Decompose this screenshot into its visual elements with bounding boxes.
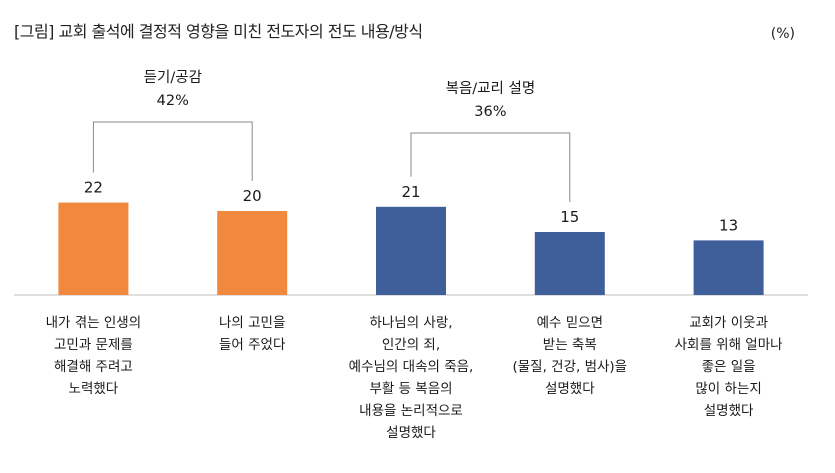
category-label: 고민과 문제를 bbox=[54, 337, 133, 353]
group-label: 듣기/공감 bbox=[144, 69, 202, 86]
category-label: 설명했다 bbox=[386, 425, 436, 441]
category-label: 나의 고민을 bbox=[219, 315, 285, 331]
group-bracket bbox=[92, 121, 253, 181]
group-label: 복음/교리 설명 bbox=[446, 80, 536, 97]
category-label: 예수 믿으면 bbox=[537, 315, 603, 331]
category-label: 들어 주었다 bbox=[219, 337, 286, 353]
category-label: 설명했다 bbox=[704, 403, 754, 419]
chart-title: [그림] 교회 출석에 결정적 영향을 미친 전도자의 전도 내용/방식 bbox=[14, 22, 423, 41]
group-bracket bbox=[410, 132, 571, 202]
category-label: 많이 하는지 bbox=[695, 381, 761, 397]
bar-value-label: 13 bbox=[719, 216, 738, 234]
category-label: 좋은 일을 bbox=[702, 359, 756, 375]
category-label: 내용을 논리적으로 bbox=[359, 403, 463, 419]
bar-value-label: 20 bbox=[243, 187, 262, 205]
bar-value-label: 21 bbox=[401, 183, 420, 201]
category-label: 내가 겪는 인생의 bbox=[46, 315, 142, 331]
bar-value-label: 22 bbox=[84, 179, 103, 197]
category-label: 노력했다 bbox=[69, 381, 119, 397]
category-label: 사회를 위해 얼마나 bbox=[675, 337, 783, 353]
bar bbox=[58, 202, 129, 295]
category-label: 교회가 이웃과 bbox=[689, 315, 768, 331]
category-label: 설명했다 bbox=[545, 381, 595, 397]
bar bbox=[693, 240, 764, 295]
category-label: 인간의 죄, bbox=[382, 337, 440, 353]
unit-label: (%) bbox=[770, 26, 795, 42]
bar bbox=[376, 206, 446, 295]
category-label: 예수님의 대속의 죽음, bbox=[349, 359, 474, 375]
bar bbox=[534, 232, 605, 295]
category-label: 해결해 주려고 bbox=[54, 359, 133, 375]
bar-value-label: 15 bbox=[560, 208, 579, 226]
bar bbox=[217, 211, 288, 295]
category-label: 부활 등 복음의 bbox=[369, 381, 452, 397]
category-label: 받는 축복 bbox=[543, 337, 597, 353]
group-value-label: 42% bbox=[157, 93, 189, 109]
category-label: (물질, 건강, 범사)을 bbox=[512, 359, 627, 375]
group-value-label: 36% bbox=[474, 104, 506, 120]
category-label: 하나님의 사랑, bbox=[369, 315, 452, 331]
